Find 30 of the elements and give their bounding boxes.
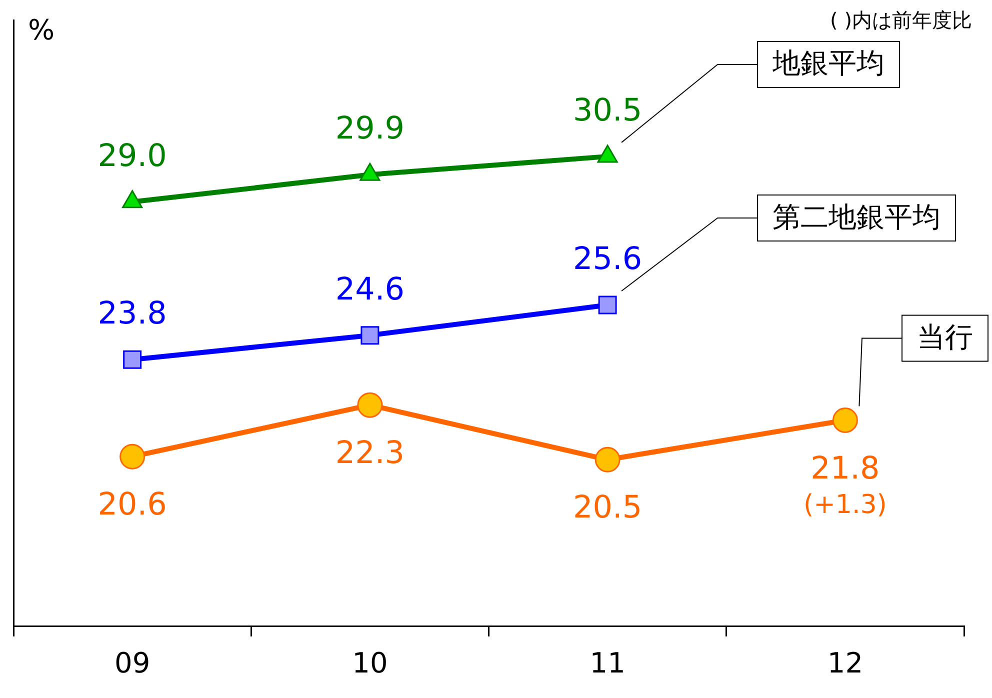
point [360,162,380,181]
point [123,350,142,369]
text: 地銀平均 [772,46,885,80]
x-tick-label: 09 [114,646,150,680]
data-label: 23.8 [98,296,167,332]
point [360,326,380,345]
annotation: ( )内は前年度比 [830,8,972,32]
data-label: 30.5 [573,92,642,128]
annotation: (+1.3) [803,490,887,520]
point [594,446,620,472]
point [832,407,858,433]
data-label: 20.5 [573,490,642,526]
x-tick-label: 12 [827,646,864,680]
point [122,190,143,208]
text: 第二地銀平均 [772,200,941,234]
point [597,144,618,163]
data-label: 20.6 [98,486,167,523]
data-label: 24.6 [335,271,404,308]
data-label: 21.8 [810,450,880,486]
x-tick-label: 10 [352,646,388,680]
data-label: 29.9 [335,110,404,147]
point [120,444,146,470]
text: 当行 [917,320,973,354]
data-label: 25.6 [573,241,642,278]
y-axis-title: % [28,13,55,46]
point [598,296,617,314]
x-tick-label: 11 [590,646,626,680]
data-label: 29.0 [98,138,167,174]
data-label: 22.3 [335,435,404,472]
point [357,392,383,418]
